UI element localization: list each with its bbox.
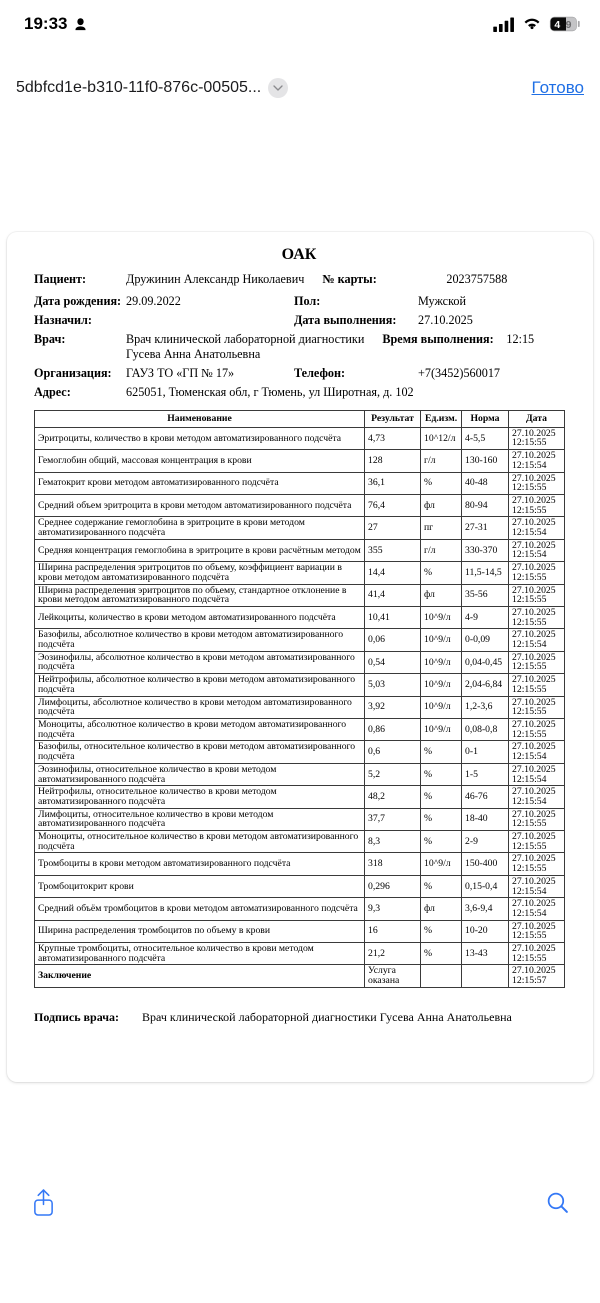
svg-text:9: 9	[566, 19, 572, 31]
svg-text:4: 4	[554, 19, 560, 31]
